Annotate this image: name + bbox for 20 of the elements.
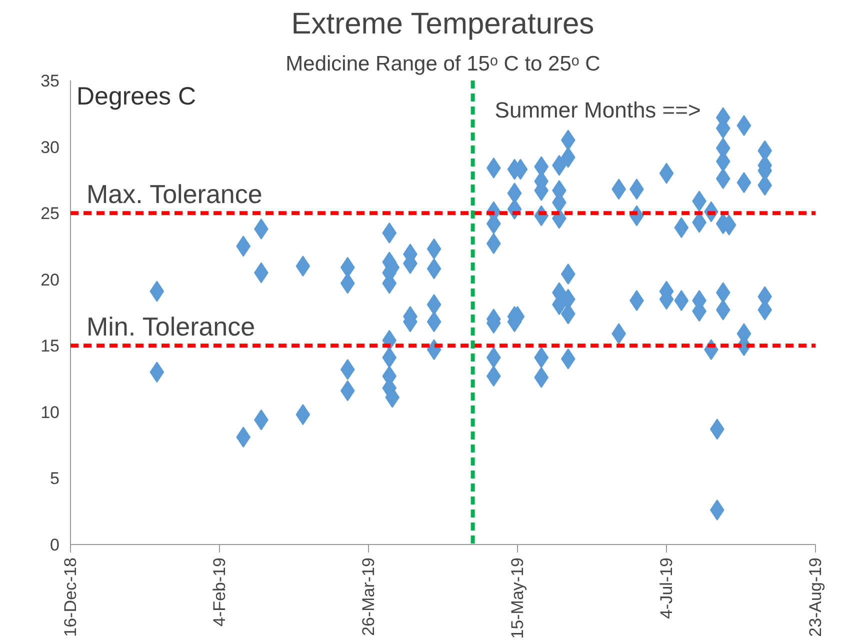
y-tick-label: 20 <box>40 270 60 290</box>
y-tick-label: 10 <box>40 402 60 422</box>
y-axis-title: Degrees C <box>76 82 196 110</box>
y-tick-label: 25 <box>40 204 60 224</box>
x-tick-label: 26-Mar-19 <box>359 557 378 636</box>
y-tick-label: 5 <box>50 469 60 488</box>
ref-line-label: Min. Tolerance <box>86 312 256 342</box>
y-tick-label: 30 <box>40 138 60 157</box>
y-tick-label: 15 <box>40 336 60 356</box>
x-tick-label: 4-Jul-19 <box>657 557 676 619</box>
x-tick-label: 16-Dec-18 <box>61 557 80 637</box>
y-tick-label: 0 <box>50 536 60 554</box>
x-tick-label: 4-Feb-19 <box>210 557 229 626</box>
ref-line-label: Max. Tolerance <box>86 179 262 210</box>
chart-title: Extreme Temperatures <box>291 8 594 40</box>
chart-subtitle: Medicine Range of 15ᵒ C to 25ᵒ C <box>286 52 600 76</box>
ref-line-label: Summer Months ==> <box>494 98 701 122</box>
y-tick-label: 35 <box>40 72 60 90</box>
x-tick-label: 15-May-19 <box>508 557 527 639</box>
x-tick-label: 23-Aug-19 <box>806 558 825 637</box>
